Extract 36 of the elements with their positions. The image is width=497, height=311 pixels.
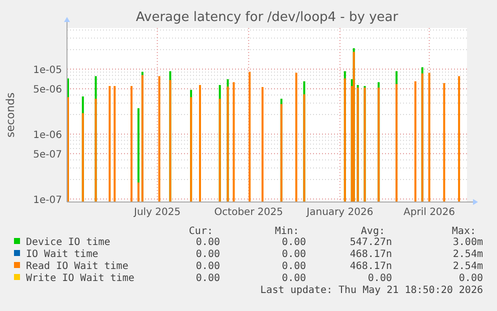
text: 0.00 (196, 261, 220, 272)
text: 3.00m (452, 237, 483, 248)
text: 0.00 (368, 273, 392, 284)
text: 0.00 (196, 237, 220, 248)
text: Cur: (188, 226, 213, 237)
text: 468.17n (350, 261, 392, 272)
text: 0.00 (282, 237, 306, 248)
text: Last update: Thu May 21 18:50:20 2026 (260, 285, 483, 296)
legend-label: IO Wait time (26, 249, 98, 260)
x-tick-label: July 2025 (133, 207, 181, 218)
text: 2.54m (452, 261, 483, 272)
text: 547.27n (350, 237, 392, 248)
x-tick-label: January 2026 (306, 207, 374, 218)
text: 0.00 (282, 249, 306, 260)
text: Avg: (360, 226, 385, 237)
text: 2.54m (452, 249, 483, 260)
text: 0.00 (196, 273, 220, 284)
y-tick-label: 5e-07 (33, 150, 62, 161)
x-tick-label: April 2026 (404, 207, 456, 218)
text: 468.17n (350, 249, 392, 260)
text: Max: (452, 226, 476, 237)
legend-label: Device IO time (26, 237, 110, 248)
text: 0.00 (458, 273, 483, 284)
y-axis-title: seconds (4, 92, 17, 138)
text: Min: (274, 226, 299, 237)
text: 0.00 (196, 249, 220, 260)
text: 0.00 (282, 261, 306, 272)
y-tick-label: 5e-06 (33, 84, 62, 96)
legend-label: Write IO Wait time (26, 273, 134, 284)
chart-title: Average latency for /dev/loop4 - by year (136, 10, 399, 25)
y-tick-label: 1e-06 (33, 130, 62, 142)
x-tick-label: October 2025 (214, 207, 283, 218)
y-tick-label: 1e-07 (33, 195, 62, 206)
y-tick-label: 1e-05 (33, 65, 62, 76)
text: 0.00 (282, 273, 306, 284)
legend-label: Read IO Wait time (26, 261, 128, 272)
